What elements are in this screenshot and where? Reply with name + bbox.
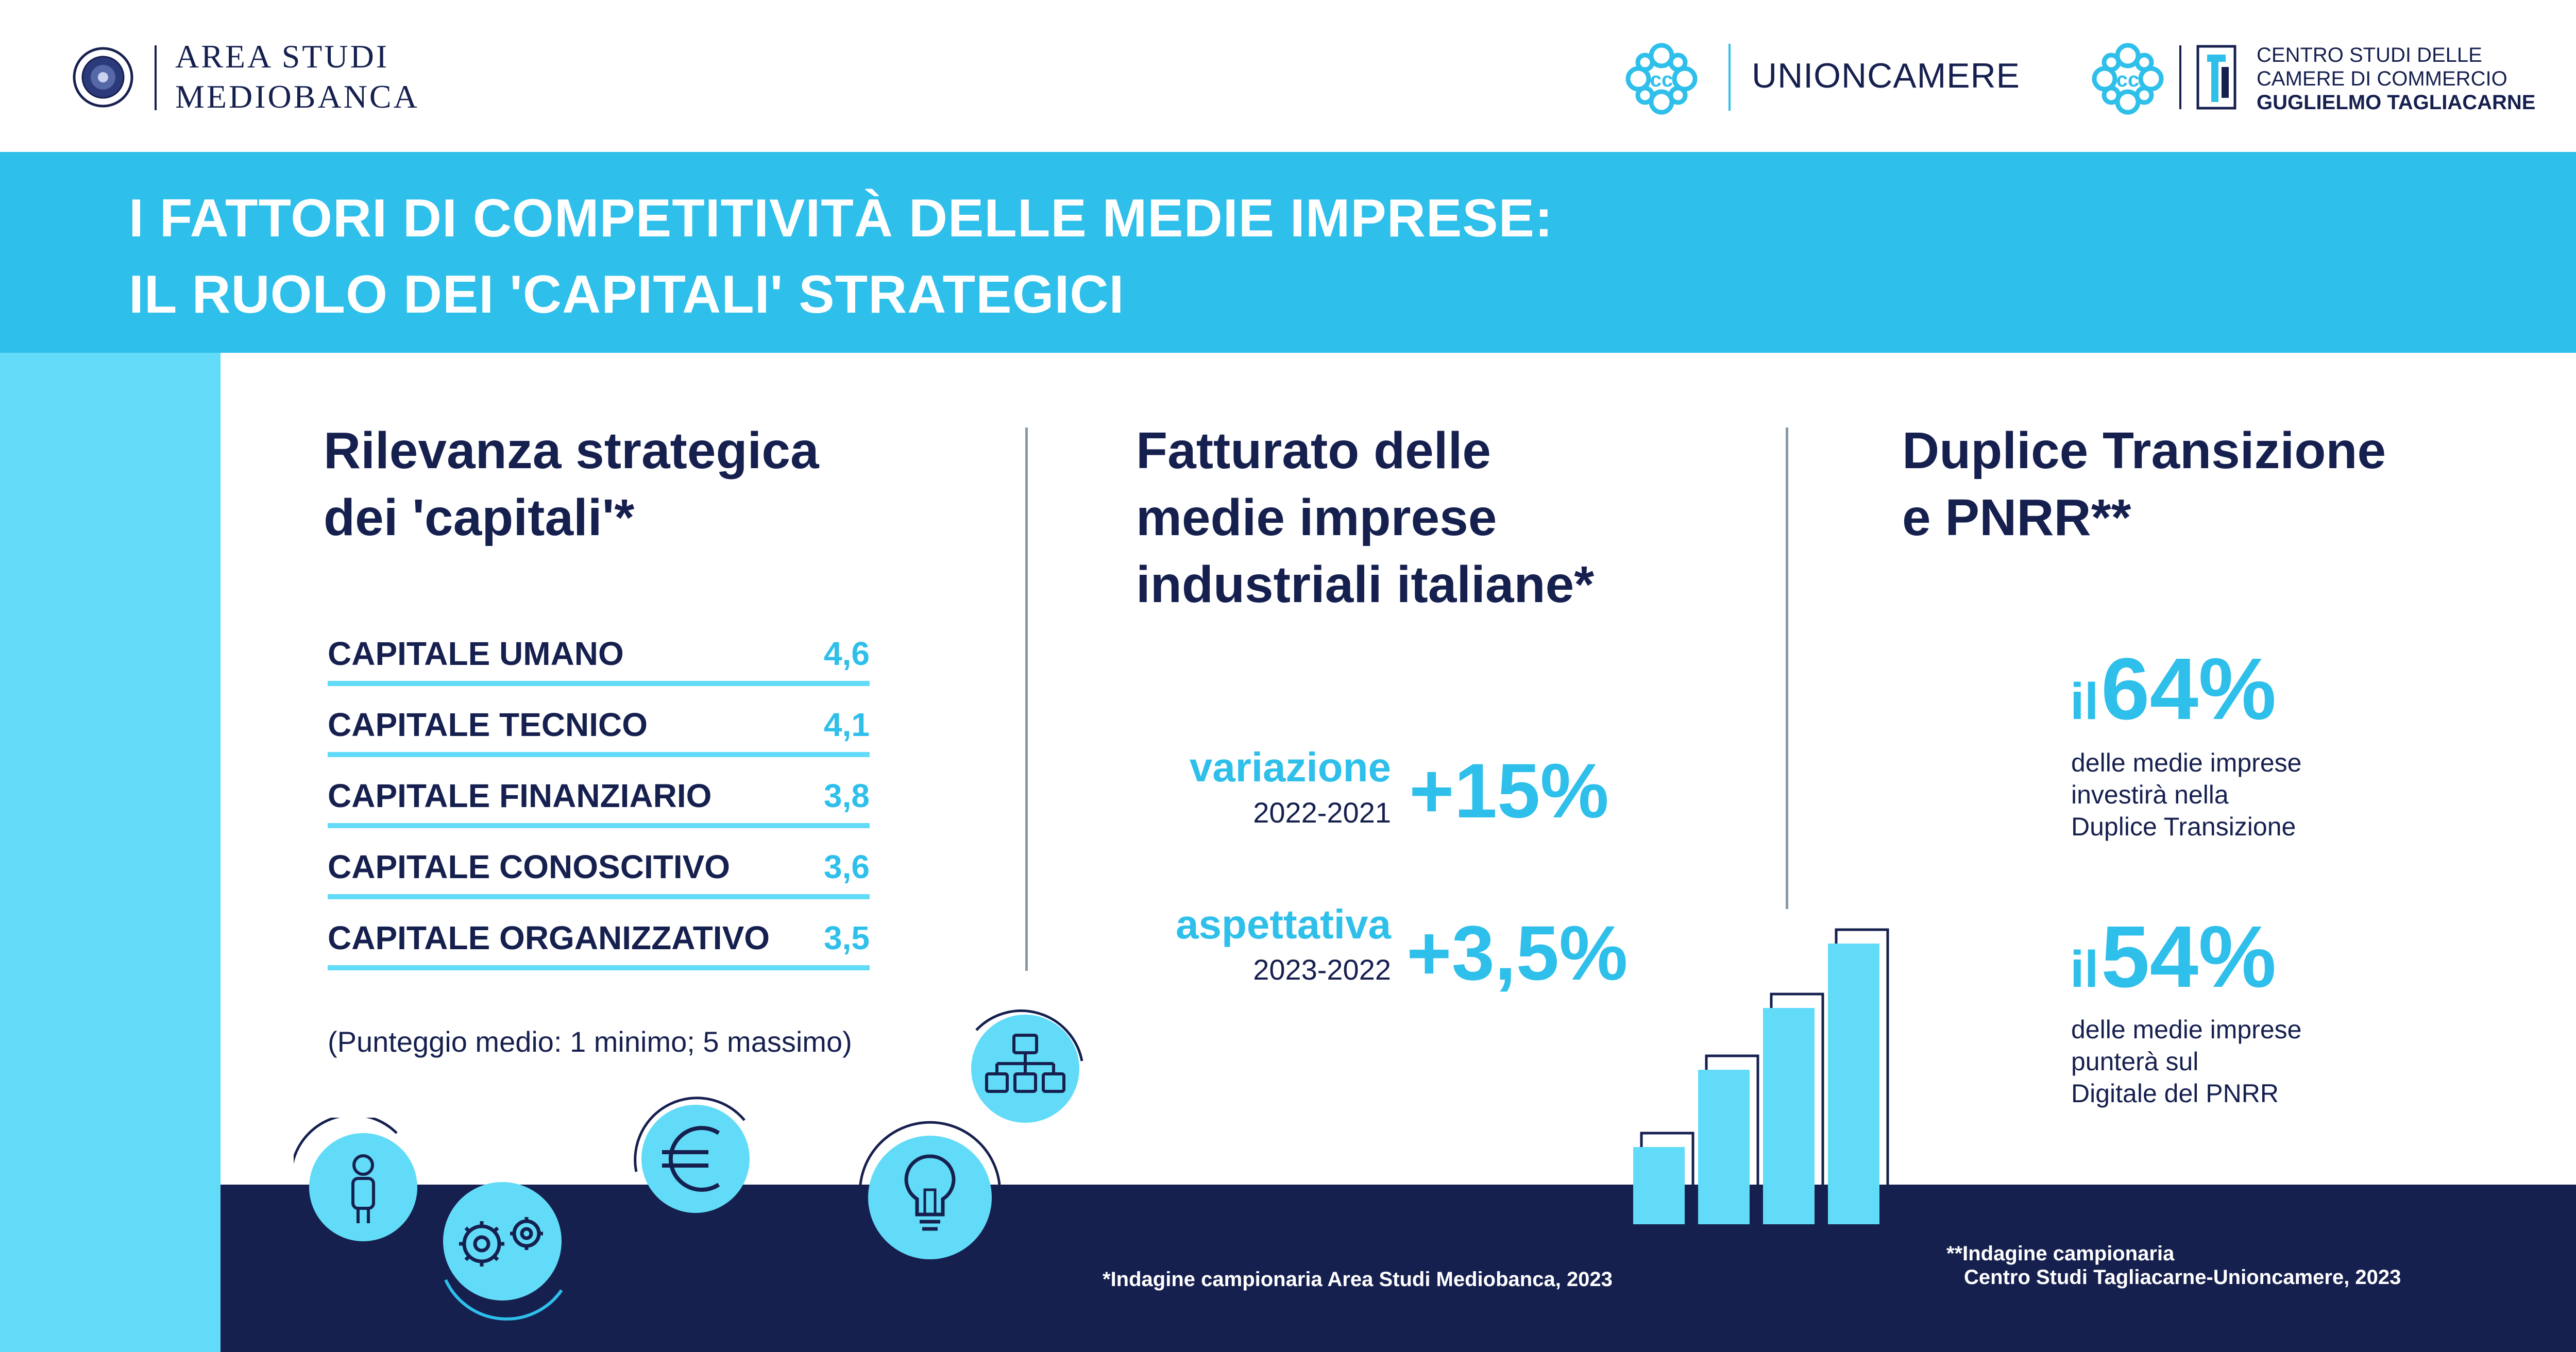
aspettativa-value: +3,5% bbox=[1406, 910, 1628, 996]
capitale-row-finanziario: CAPITALE FINANZIARIO 3,8 bbox=[328, 771, 870, 828]
stat-caption-line: delle medie imprese bbox=[2071, 748, 2302, 777]
tagliacarne-line3: GUGLIELMO TAGLIACARNE bbox=[2257, 91, 2536, 114]
fatturato-title-line1: Fatturato delle bbox=[1136, 422, 1491, 480]
transizione-title: Duplice Transizione e PNRR** bbox=[1902, 417, 2386, 551]
capitale-score: 3,8 bbox=[824, 777, 870, 814]
stat-value: 54% bbox=[2101, 908, 2277, 1006]
lightbulb-icon bbox=[858, 1121, 1001, 1259]
stat-caption-line: investirà nella bbox=[2071, 780, 2229, 809]
capitale-label: CAPITALE CONOSCITIVO bbox=[328, 848, 731, 885]
stat-54-caption: delle medie imprese punterà sul Digitale… bbox=[2071, 1014, 2301, 1109]
capitale-score: 3,5 bbox=[824, 919, 870, 956]
capitale-score: 4,6 bbox=[824, 635, 870, 672]
footnote-tagliacarne-line1: **Indagine campionaria bbox=[1946, 1242, 2175, 1265]
capitale-score: 3,6 bbox=[824, 848, 870, 885]
unioncamere-divider bbox=[1728, 44, 1731, 111]
euro-icon bbox=[634, 1097, 750, 1213]
header: AREA STUDI MEDIOBANCA cc UNIONCAMERE cc … bbox=[0, 0, 2576, 152]
tagliacarne-cc-icon: cc bbox=[2092, 43, 2164, 115]
svg-text:cc: cc bbox=[2116, 69, 2140, 91]
fatturato-title-line2: medie imprese bbox=[1136, 489, 1497, 546]
capitale-row-conoscitivo: CAPITALE CONOSCITIVO 3,6 bbox=[328, 842, 870, 899]
column-divider-2 bbox=[1786, 427, 1788, 909]
transizione-title-line2: e PNRR** bbox=[1902, 489, 2131, 546]
column-divider-1 bbox=[1025, 427, 1028, 971]
bar-chart-icon bbox=[1633, 928, 1889, 1224]
aspettativa-label: aspettativa bbox=[1176, 901, 1391, 947]
capitale-label: CAPITALE FINANZIARIO bbox=[328, 777, 712, 814]
stat-prefix: il bbox=[2070, 940, 2099, 998]
capitale-label: CAPITALE UMANO bbox=[328, 635, 624, 672]
stat-prefix: il bbox=[2070, 673, 2099, 730]
fatturato-title-line3: industriali italiane* bbox=[1136, 556, 1595, 613]
tagliacarne-divider bbox=[2179, 45, 2181, 109]
footer-band bbox=[221, 1185, 2576, 1352]
page-title: I FATTORI DI COMPETITIVITÀ DELLE MEDIE I… bbox=[129, 180, 1553, 333]
transizione-title-line1: Duplice Transizione bbox=[1902, 422, 2386, 480]
stat-64: il 64% bbox=[2070, 639, 2276, 740]
org-chart-icon bbox=[971, 1009, 1083, 1123]
tagliacarne-emblem-icon bbox=[2196, 45, 2236, 110]
left-accent-strip bbox=[0, 353, 221, 1352]
footnote-mediobanca: *Indagine campionaria Area Studi Medioba… bbox=[1103, 1268, 1613, 1291]
stat-caption-line: Digitale del PNRR bbox=[2071, 1079, 2279, 1108]
person-icon bbox=[294, 1118, 417, 1241]
capitale-row-umano: CAPITALE UMANO 4,6 bbox=[328, 628, 870, 686]
title-banner: I FATTORI DI COMPETITIVITÀ DELLE MEDIE I… bbox=[0, 152, 2576, 353]
gears-icon bbox=[443, 1182, 563, 1321]
page-title-line1: I FATTORI DI COMPETITIVITÀ DELLE MEDIE I… bbox=[129, 189, 1553, 248]
capitali-title-line1: Rilevanza strategica bbox=[324, 422, 819, 480]
tagliacarne-line2: CAMERE DI COMMERCIO bbox=[2257, 67, 2507, 90]
capitale-label: CAPITALE TECNICO bbox=[328, 706, 648, 743]
stat-64-caption: delle medie imprese investirà nella Dupl… bbox=[2071, 747, 2301, 843]
stat-value: 64% bbox=[2101, 640, 2277, 738]
variazione-value: +15% bbox=[1409, 747, 1609, 834]
capitale-score: 4,1 bbox=[824, 706, 870, 743]
capitale-row-tecnico: CAPITALE TECNICO 4,1 bbox=[328, 699, 870, 757]
aspettativa-block: aspettativa 2023-2022 bbox=[1176, 899, 1391, 989]
svg-text:cc: cc bbox=[1650, 69, 1673, 91]
page-title-line2: IL RUOLO DEI 'CAPITALI' STRATEGICI bbox=[129, 265, 1125, 324]
variazione-block: variazione 2022-2021 bbox=[1190, 742, 1391, 832]
capitale-label: CAPITALE ORGANIZZATIVO bbox=[328, 919, 770, 956]
mediobanca-logo-line1: AREA STUDI bbox=[175, 38, 389, 75]
mediobanca-logo-line2: MEDIOBANCA bbox=[175, 78, 419, 115]
punteggio-note: (Punteggio medio: 1 minimo; 5 massimo) bbox=[328, 1025, 852, 1058]
capitali-title-line2: dei 'capitali'* bbox=[324, 489, 635, 546]
stat-caption-line: delle medie imprese bbox=[2071, 1015, 2302, 1044]
capitali-title: Rilevanza strategica dei 'capitali'* bbox=[324, 417, 819, 551]
mediobanca-seal-icon bbox=[73, 47, 133, 108]
variazione-period: 2022-2021 bbox=[1253, 796, 1391, 829]
tagliacarne-line1: CENTRO STUDI DELLE bbox=[2257, 44, 2482, 66]
capitale-row-organizzativo: CAPITALE ORGANIZZATIVO 3,5 bbox=[328, 913, 870, 970]
unioncamere-logo-text: UNIONCAMERE bbox=[1752, 56, 2021, 95]
stat-caption-line: punterà sul bbox=[2071, 1047, 2199, 1076]
stat-54: il 54% bbox=[2070, 906, 2276, 1007]
unioncamere-logo-icon: cc bbox=[1625, 43, 1698, 115]
stat-caption-line: Duplice Transizione bbox=[2071, 812, 2296, 841]
fatturato-title: Fatturato delle medie imprese industrial… bbox=[1136, 417, 1594, 618]
footnote-tagliacarne-line2: Centro Studi Tagliacarne-Unioncamere, 20… bbox=[1964, 1266, 2401, 1289]
logo-divider bbox=[155, 45, 157, 110]
aspettativa-period: 2023-2022 bbox=[1253, 953, 1391, 986]
variazione-label: variazione bbox=[1189, 744, 1391, 790]
